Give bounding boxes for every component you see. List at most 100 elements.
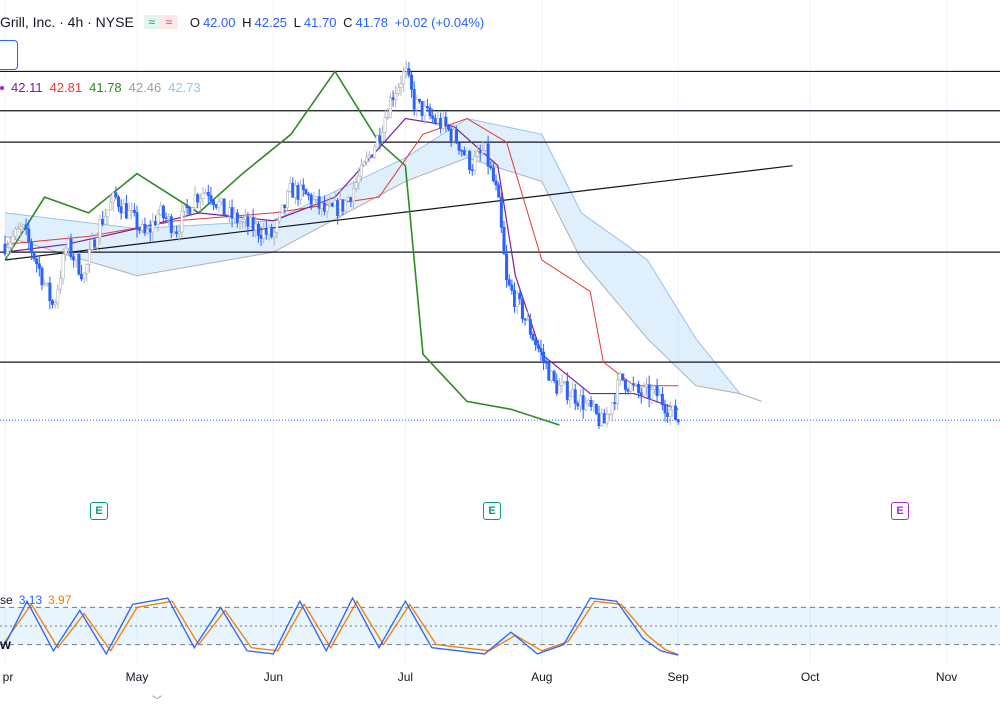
candle-body — [433, 118, 437, 124]
candle-body — [135, 212, 139, 230]
candle-body — [671, 405, 675, 411]
candle-body — [341, 199, 345, 212]
candle-body — [539, 348, 543, 353]
candle-body — [449, 128, 453, 142]
candle-body — [322, 202, 326, 212]
candle-body — [251, 216, 255, 231]
candle-body — [8, 242, 12, 248]
candle-body — [383, 117, 387, 133]
candle-body — [428, 107, 432, 117]
candle-body — [549, 371, 553, 381]
trend-line — [4, 165, 793, 261]
candle-body — [386, 117, 390, 119]
candle-body — [407, 68, 411, 76]
candle-body — [373, 146, 377, 158]
candle-body — [90, 239, 94, 250]
candle-body — [605, 414, 609, 424]
candle-body — [93, 239, 97, 248]
ichimoku-value-3: 41.78 — [89, 80, 122, 95]
candle-body — [267, 227, 271, 235]
candle-body — [674, 405, 678, 420]
candle-body — [325, 205, 329, 212]
candle-body — [87, 249, 91, 265]
candle-body — [212, 200, 216, 205]
candle-body — [24, 224, 28, 230]
candle-body — [412, 89, 416, 110]
senkou-span-b — [4, 157, 762, 402]
candle-body — [441, 116, 445, 129]
candle-body — [573, 389, 577, 404]
candle-body — [462, 150, 466, 156]
candle-body — [404, 68, 408, 72]
candle-body — [278, 212, 282, 222]
candle-body — [439, 118, 443, 129]
candle-body — [576, 402, 580, 407]
candle-body — [444, 116, 448, 126]
x-tick-label: Jun — [263, 670, 284, 684]
candle-body — [177, 231, 181, 234]
candle-body — [650, 389, 654, 399]
candle-body — [264, 229, 268, 235]
candle-body — [111, 192, 115, 203]
candle-body — [243, 216, 247, 220]
candle-body — [668, 409, 672, 417]
candle-body — [209, 195, 213, 201]
candle-body — [523, 318, 527, 321]
earnings-marker-icon[interactable]: E — [90, 502, 108, 520]
candle-body — [510, 284, 514, 291]
candle-body — [415, 98, 419, 110]
senkou-span-a — [4, 118, 762, 402]
candle-body — [436, 118, 440, 124]
candle-body — [658, 393, 662, 397]
candle-body — [623, 379, 627, 390]
candle-body — [447, 125, 451, 130]
candle-body — [185, 205, 189, 209]
candle-body — [542, 351, 546, 362]
earnings-marker-icon[interactable]: E — [483, 502, 501, 520]
candle-body — [402, 70, 406, 85]
candle-body — [381, 132, 385, 142]
candle-body — [188, 207, 192, 215]
ohlc-values: O 42.00 H 42.25 L 41.70 C 41.78 +0.02 (+0.04… — [189, 14, 485, 30]
candle-body — [328, 203, 332, 206]
close-value: 41.78 — [355, 14, 389, 30]
candle-body — [190, 207, 194, 215]
candle-body — [399, 83, 403, 88]
candle-body — [584, 402, 588, 410]
candle-body — [362, 161, 366, 166]
candle-body — [285, 190, 289, 209]
candle-body — [204, 191, 208, 194]
x-tick-label: pr — [2, 670, 14, 684]
candle-body — [156, 214, 160, 226]
legend-toggle-button[interactable] — [0, 40, 18, 70]
candle-body — [460, 149, 464, 152]
candle-body — [547, 362, 551, 381]
candle-body — [101, 219, 105, 225]
candle-body — [626, 389, 630, 392]
candle-body — [483, 143, 487, 151]
candle-body — [478, 151, 482, 154]
candle-body — [299, 184, 303, 200]
symbol-title[interactable]: Grill, Inc. · 4h · NYSE — [0, 14, 134, 30]
candle-body — [140, 224, 144, 231]
candle-body — [69, 238, 73, 258]
stochastic-k-line — [4, 596, 679, 656]
candle-body — [43, 283, 47, 286]
upcoming-earnings-marker-icon[interactable]: E — [891, 502, 909, 520]
compare-pill[interactable]: ≈ ≈ — [143, 13, 178, 31]
candle-body — [164, 217, 168, 220]
candle-body — [254, 223, 258, 231]
candle-body — [431, 115, 435, 119]
candle-body — [304, 189, 308, 195]
candle-body — [183, 205, 187, 212]
candle-body — [172, 231, 176, 234]
candle-body — [568, 396, 572, 401]
candle-body — [238, 221, 242, 224]
candle-body — [637, 384, 641, 393]
candle-body — [391, 97, 395, 100]
candle-body — [169, 216, 173, 234]
candle-body — [114, 192, 118, 198]
candle-body — [85, 264, 89, 274]
candle-body — [652, 385, 656, 390]
